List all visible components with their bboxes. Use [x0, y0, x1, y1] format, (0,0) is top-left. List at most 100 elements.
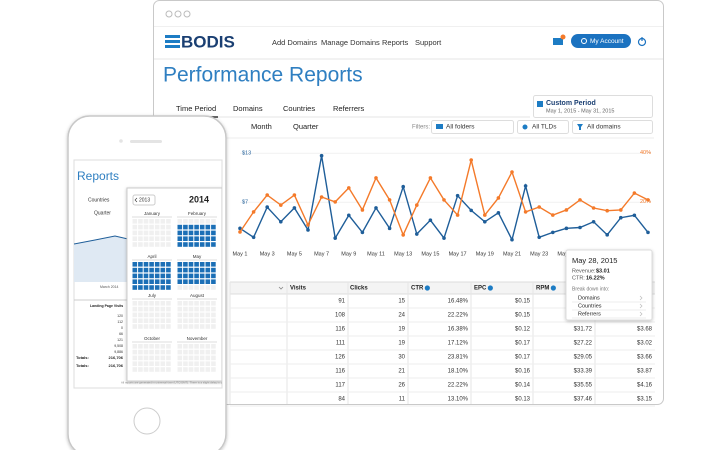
- calendar-day[interactable]: [194, 306, 199, 312]
- calendar-day[interactable]: [177, 242, 183, 247]
- calendar-day[interactable]: [154, 312, 160, 318]
- calendar-day[interactable]: [160, 236, 166, 241]
- calendar-day[interactable]: [188, 262, 194, 267]
- calendar-day[interactable]: [154, 367, 160, 372]
- calendar-day[interactable]: [211, 219, 216, 224]
- calendar-day[interactable]: [205, 236, 211, 241]
- calendar-day[interactable]: [177, 324, 183, 329]
- calendar-day[interactable]: [138, 230, 143, 236]
- power-icon[interactable]: [637, 37, 647, 47]
- calendar-day[interactable]: [183, 242, 188, 247]
- calendar-day[interactable]: [177, 367, 183, 372]
- calendar-day[interactable]: [166, 306, 171, 312]
- calendar-day[interactable]: [143, 301, 149, 306]
- calendar-day[interactable]: [149, 355, 154, 361]
- calendar-day[interactable]: [149, 301, 154, 306]
- calendar-day[interactable]: [160, 306, 166, 312]
- calendar-day[interactable]: [166, 344, 171, 349]
- nav-link[interactable]: Add Domains: [272, 38, 317, 47]
- calendar-day[interactable]: [132, 361, 138, 366]
- calendar-day[interactable]: [188, 267, 194, 273]
- calendar-day[interactable]: [132, 242, 138, 247]
- calendar-day[interactable]: [160, 285, 166, 290]
- calendar-day[interactable]: [138, 312, 143, 318]
- calendar-day[interactable]: [194, 285, 199, 290]
- calendar-day[interactable]: [132, 262, 138, 267]
- calendar-day[interactable]: [188, 219, 194, 224]
- calendar-day[interactable]: [183, 324, 188, 329]
- calendar-day[interactable]: [149, 306, 154, 312]
- calendar-day[interactable]: [160, 273, 166, 279]
- calendar-day[interactable]: [199, 219, 205, 224]
- calendar-day[interactable]: [160, 230, 166, 236]
- calendar-day[interactable]: [160, 349, 166, 355]
- calendar-day[interactable]: [188, 306, 194, 312]
- calendar-day[interactable]: [132, 285, 138, 290]
- calendar-day[interactable]: [199, 236, 205, 241]
- calendar-day[interactable]: [143, 285, 149, 290]
- calendar-day[interactable]: [138, 301, 143, 306]
- calendar-day[interactable]: [160, 267, 166, 273]
- calendar-day[interactable]: [177, 230, 183, 236]
- calendar-day[interactable]: [149, 349, 154, 355]
- filter-select[interactable]: [517, 120, 569, 134]
- calendar-day[interactable]: [154, 285, 160, 290]
- calendar-day[interactable]: [166, 224, 171, 230]
- calendar-day[interactable]: [143, 318, 149, 323]
- calendar-day[interactable]: [211, 279, 216, 284]
- calendar-day[interactable]: [205, 267, 211, 273]
- calendar-day[interactable]: [205, 273, 211, 279]
- calendar-day[interactable]: [205, 279, 211, 284]
- subtab[interactable]: Month: [251, 122, 272, 131]
- calendar-day[interactable]: [199, 312, 205, 318]
- calendar-day[interactable]: [177, 273, 183, 279]
- calendar-day[interactable]: [199, 242, 205, 247]
- calendar-day[interactable]: [154, 230, 160, 236]
- calendar-day[interactable]: [138, 262, 143, 267]
- calendar-day[interactable]: [194, 361, 199, 366]
- calendar-day[interactable]: [160, 318, 166, 323]
- calendar-day[interactable]: [199, 367, 205, 372]
- calendar-day[interactable]: [160, 242, 166, 247]
- home-button[interactable]: [133, 407, 161, 435]
- calendar-day[interactable]: [149, 224, 154, 230]
- calendar-day[interactable]: [211, 318, 216, 323]
- calendar-day[interactable]: [205, 301, 211, 306]
- calendar-day[interactable]: [205, 324, 211, 329]
- tab[interactable]: Time Period: [176, 104, 216, 113]
- info-icon[interactable]: [487, 285, 493, 291]
- calendar-day[interactable]: [154, 324, 160, 329]
- calendar-day[interactable]: [177, 224, 183, 230]
- calendar-day[interactable]: [177, 279, 183, 284]
- calendar-day[interactable]: [138, 349, 143, 355]
- calendar-day[interactable]: [160, 219, 166, 224]
- calendar-day[interactable]: [132, 318, 138, 323]
- calendar-day[interactable]: [160, 344, 166, 349]
- nav-link[interactable]: Support: [415, 38, 442, 47]
- calendar-day[interactable]: [138, 224, 143, 230]
- period-select[interactable]: [533, 95, 653, 118]
- calendar-day[interactable]: [143, 236, 149, 241]
- calendar-day[interactable]: [211, 262, 216, 267]
- calendar-day[interactable]: [143, 267, 149, 273]
- info-icon[interactable]: [550, 285, 556, 291]
- calendar-day[interactable]: [132, 349, 138, 355]
- calendar-day[interactable]: [205, 230, 211, 236]
- calendar-day[interactable]: [199, 361, 205, 366]
- calendar-day[interactable]: [154, 242, 160, 247]
- calendar-day[interactable]: [143, 361, 149, 366]
- calendar-day[interactable]: [160, 312, 166, 318]
- calendar-day[interactable]: [143, 355, 149, 361]
- calendar-day[interactable]: [199, 306, 205, 312]
- calendar-day[interactable]: [188, 224, 194, 230]
- calendar-day[interactable]: [183, 230, 188, 236]
- calendar-day[interactable]: [205, 318, 211, 323]
- calendar-day[interactable]: [177, 361, 183, 366]
- calendar-day[interactable]: [211, 236, 216, 241]
- subtab[interactable]: Quarter: [293, 122, 319, 131]
- account-button-label[interactable]: My Account: [590, 38, 624, 45]
- tab[interactable]: Countries: [283, 104, 315, 113]
- breakdown-option[interactable]: Referrers: [578, 311, 601, 317]
- calendar-day[interactable]: [194, 230, 199, 236]
- calendar-day[interactable]: [211, 301, 216, 306]
